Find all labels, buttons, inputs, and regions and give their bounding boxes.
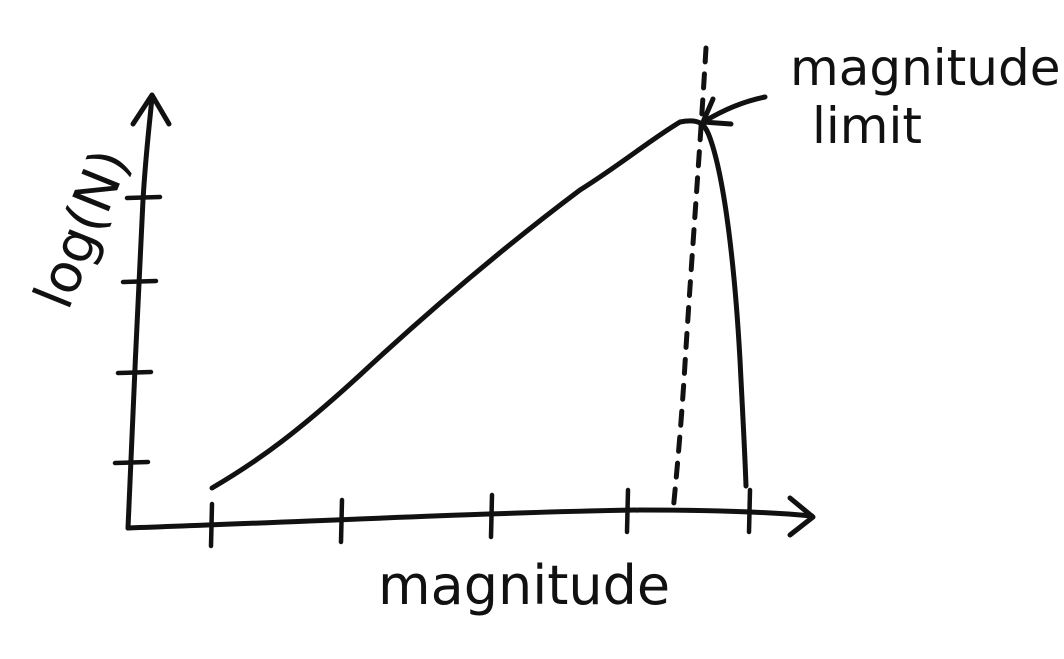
x-axis-arrowhead [787, 495, 816, 538]
annotation-line: magnitude [790, 39, 1060, 97]
x-ticks [208, 487, 753, 549]
x-tick [338, 497, 345, 545]
magnitude-limit-line [670, 45, 709, 515]
y-tick [124, 194, 163, 201]
y-ticks [112, 194, 163, 466]
x-tick [208, 501, 215, 549]
annotation-arrow [702, 94, 768, 124]
y-tick [112, 459, 151, 466]
x-axis-label: magnitude [378, 554, 670, 617]
annotation-label: magnitude limit [790, 39, 1060, 155]
axes [125, 92, 816, 538]
x-tick [488, 492, 495, 540]
y-axis [125, 94, 155, 531]
y-tick [120, 278, 159, 285]
annotation-line: limit [812, 97, 922, 155]
y-axis-arrowhead [130, 92, 172, 127]
number-counts-curve [209, 118, 749, 491]
x-axis [125, 507, 815, 531]
x-tick [624, 487, 631, 535]
annotation-arrowhead [700, 96, 734, 127]
y-tick [115, 369, 154, 376]
y-axis-label: log(N) [22, 140, 142, 316]
x-tick [746, 487, 753, 535]
